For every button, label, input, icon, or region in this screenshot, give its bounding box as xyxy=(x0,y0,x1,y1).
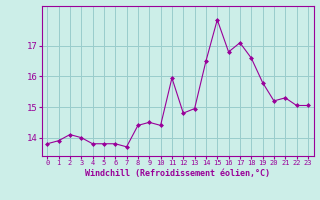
X-axis label: Windchill (Refroidissement éolien,°C): Windchill (Refroidissement éolien,°C) xyxy=(85,169,270,178)
